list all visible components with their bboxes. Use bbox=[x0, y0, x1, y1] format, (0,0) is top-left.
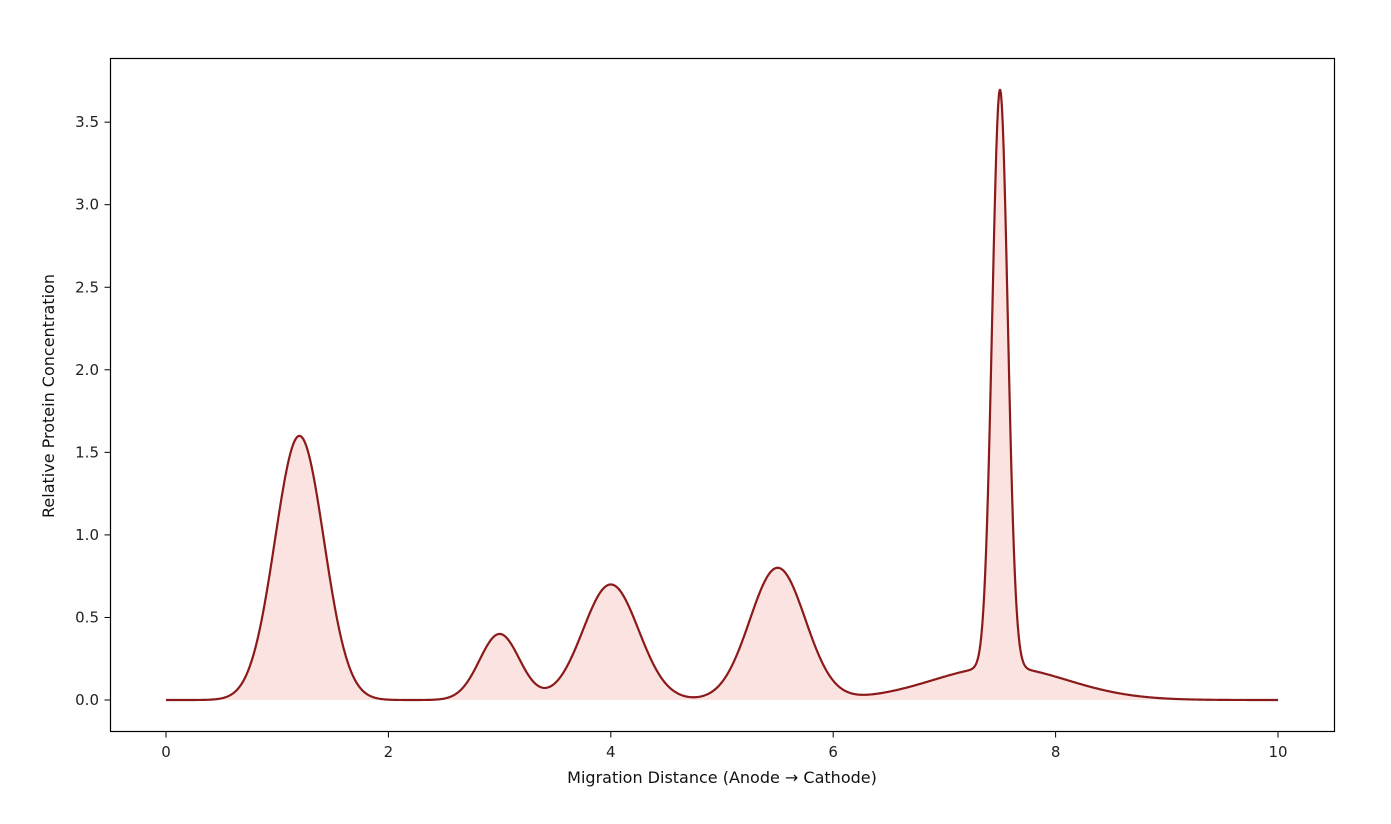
x-axis-label: Migration Distance (Anode → Cathode) bbox=[567, 768, 877, 787]
y-tick-label: 2.0 bbox=[75, 361, 99, 379]
plot-area bbox=[166, 88, 1278, 702]
y-tick-label: 0.5 bbox=[75, 608, 99, 626]
y-axis: 0.0 0.5 1.0 1.5 2.0 2.5 3.0 3.5 bbox=[75, 113, 111, 709]
x-tick-label: 4 bbox=[606, 743, 616, 761]
data-line bbox=[166, 88, 1278, 702]
x-axis: 0 2 4 6 8 10 bbox=[161, 731, 1288, 761]
x-tick-label: 0 bbox=[161, 743, 171, 761]
y-tick-label: 2.5 bbox=[75, 278, 99, 296]
axes-frame bbox=[109, 57, 1336, 733]
x-tick-label: 8 bbox=[1051, 743, 1061, 761]
y-tick-label: 1.0 bbox=[75, 526, 99, 544]
x-tick-label: 6 bbox=[828, 743, 838, 761]
x-tick-label: 10 bbox=[1268, 743, 1287, 761]
y-tick-label: 0.0 bbox=[75, 691, 99, 709]
area-fill bbox=[166, 89, 1278, 700]
y-tick-label: 3.5 bbox=[75, 113, 99, 131]
y-axis-label: Relative Protein Concentration bbox=[39, 274, 58, 518]
y-tick-label: 3.0 bbox=[75, 196, 99, 214]
x-tick-label: 2 bbox=[384, 743, 394, 761]
y-tick-label: 1.5 bbox=[75, 443, 99, 461]
